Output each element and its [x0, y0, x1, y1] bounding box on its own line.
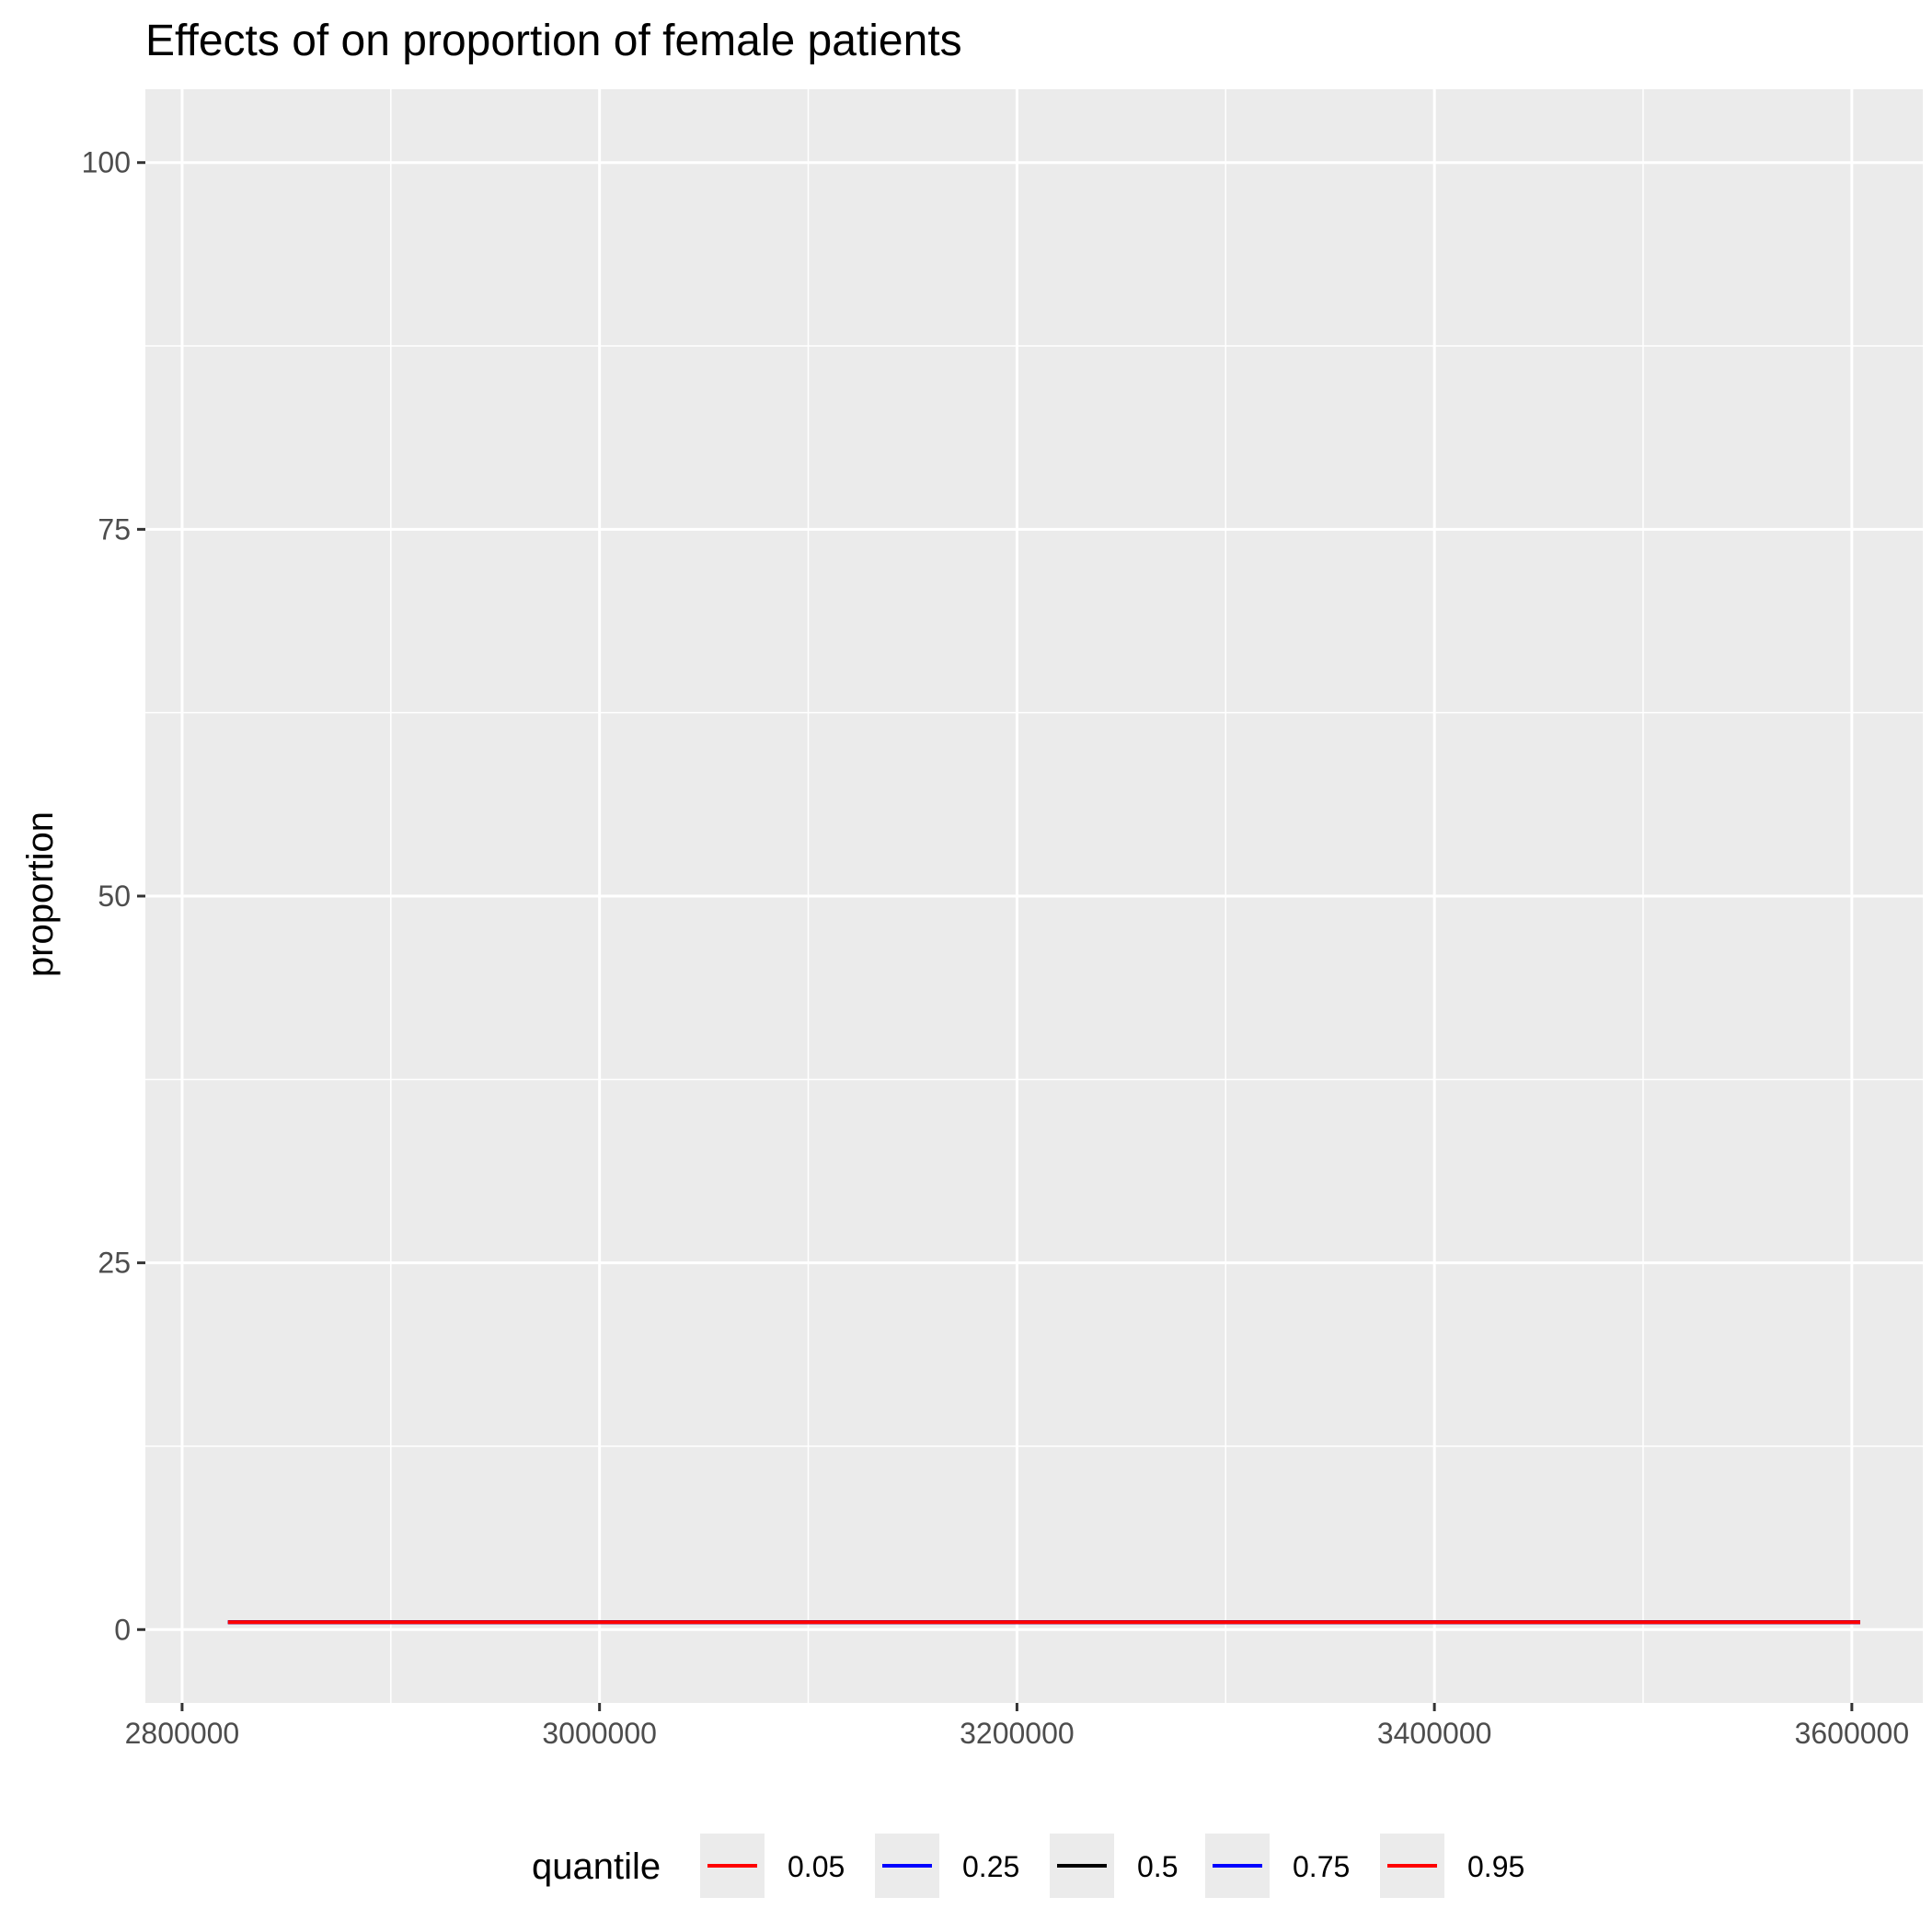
legend: quantile 0.05 0.25 0.5 0.75 0.95 — [532, 1834, 1524, 1898]
x-tick-label: 3600000 — [1795, 1717, 1910, 1750]
y-axis-title: proportion — [20, 811, 61, 977]
x-tick-label: 3400000 — [1377, 1717, 1492, 1750]
y-tick-label: 25 — [98, 1247, 131, 1280]
x-tick-label: 2800000 — [125, 1717, 240, 1750]
grid-lines — [145, 89, 1923, 1703]
legend-label: 0.05 — [788, 1850, 845, 1883]
y-tick-label: 50 — [98, 880, 131, 913]
y-tick-label: 100 — [82, 146, 131, 179]
y-tick-label: 75 — [98, 512, 131, 546]
legend-title: quantile — [532, 1846, 661, 1887]
legend-label: 0.5 — [1137, 1850, 1178, 1883]
legend-label: 0.25 — [962, 1850, 1019, 1883]
legend-label: 0.75 — [1293, 1850, 1350, 1883]
chart-title: Effects of on proportion of female patie… — [145, 17, 962, 65]
x-tick-label: 3200000 — [960, 1717, 1075, 1750]
legend-label: 0.95 — [1467, 1850, 1524, 1883]
x-tick-label: 3000000 — [542, 1717, 657, 1750]
axes: 0 25 50 75 100 2800000 3000000 3200000 3400000 36… — [82, 146, 1910, 1750]
y-tick-label: 0 — [114, 1613, 131, 1646]
